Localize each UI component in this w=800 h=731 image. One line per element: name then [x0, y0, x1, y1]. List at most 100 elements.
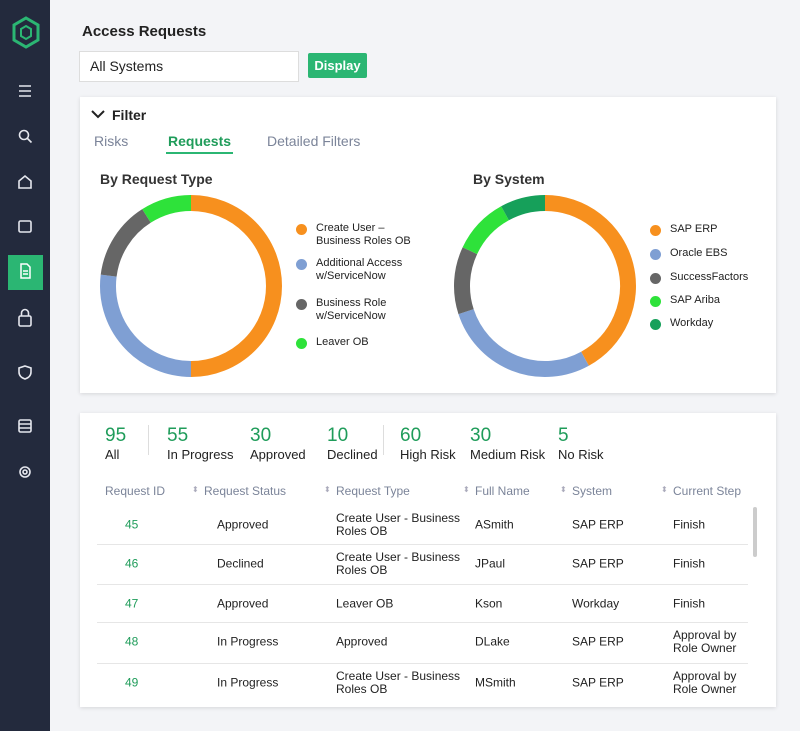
stat-label: Approved: [250, 447, 306, 462]
sidebar-icons: [8, 16, 43, 478]
donut-segment: [501, 195, 546, 221]
logo[interactable]: [12, 16, 40, 49]
cell: In Progress: [217, 675, 279, 690]
request-id[interactable]: 47: [125, 596, 139, 611]
legend-dot: [650, 273, 661, 284]
cell: Finish: [673, 517, 706, 532]
cell: ASmith: [475, 517, 514, 532]
sort-icon[interactable]: ⬍: [463, 485, 470, 494]
chart-title: By System: [473, 171, 545, 187]
stat-label: No Risk: [558, 447, 604, 462]
inbox-icon[interactable]: [18, 220, 32, 233]
row-divider: [97, 584, 748, 585]
requests-card: [80, 413, 776, 707]
cell: Approval by Role Owner: [673, 669, 737, 696]
chart-title: By Request Type: [100, 171, 213, 187]
filter-title: Filter: [112, 107, 147, 123]
cell: JPaul: [475, 556, 506, 571]
donut-segment: [458, 308, 589, 377]
donut: [454, 195, 636, 377]
request-id[interactable]: 45: [125, 517, 139, 532]
cell: In Progress: [217, 634, 279, 649]
legend-label: SAP Ariba: [670, 294, 720, 306]
legend-label: Workday: [670, 317, 714, 329]
home-icon[interactable]: [18, 174, 32, 189]
donut-segment: [454, 247, 478, 315]
system-select[interactable]: All Systems: [79, 51, 299, 82]
stat-value: 30: [250, 425, 272, 446]
column-header[interactable]: Full Name: [475, 484, 530, 498]
legend-dot: [296, 338, 307, 349]
cell: Create User - Business Roles OB: [336, 669, 461, 696]
stat-label: Medium Risk: [470, 447, 546, 462]
legend-label: Oracle EBS: [670, 247, 728, 259]
shield-icon[interactable]: [18, 365, 32, 380]
donut: [100, 195, 282, 377]
sidebar: [0, 0, 50, 731]
cell: SAP ERP: [572, 517, 624, 532]
legend-dot: [650, 249, 661, 260]
divider: [148, 425, 149, 455]
cell: Finish: [673, 556, 706, 571]
sort-icon[interactable]: ⬍: [661, 485, 668, 494]
legend-dot: [296, 259, 307, 270]
search-icon[interactable]: [18, 129, 30, 141]
legend-label: Create User – Business Roles OB: [316, 222, 411, 247]
column-header[interactable]: Current Step: [673, 484, 742, 498]
column-header[interactable]: Request Type: [336, 484, 410, 498]
donut-segment: [190, 195, 282, 377]
cell: SAP ERP: [572, 634, 624, 649]
cell: DLake: [475, 634, 510, 649]
cell: MSmith: [475, 675, 516, 690]
stat-value: 10: [327, 425, 349, 446]
column-header[interactable]: Request Status: [204, 484, 287, 498]
donut-segment: [544, 195, 636, 366]
stat-value: 55: [167, 425, 189, 446]
request-id[interactable]: 46: [125, 556, 139, 571]
tab[interactable]: Risks: [94, 133, 129, 149]
legend-dot: [650, 225, 661, 236]
legend-label: Leaver OB: [316, 336, 369, 348]
cell: Approved: [217, 596, 269, 611]
list-icon[interactable]: [18, 419, 32, 433]
cell: Approved: [336, 634, 388, 649]
doc-icon: [20, 263, 31, 279]
page-title: Access Requests: [82, 23, 207, 40]
display-button[interactable]: Display: [308, 53, 367, 78]
scrollbar[interactable]: [753, 507, 757, 557]
cell: Kson: [475, 596, 503, 611]
sort-icon[interactable]: ⬍: [324, 485, 331, 494]
cell: Create User - Business Roles OB: [336, 550, 461, 577]
settings-icon[interactable]: [19, 466, 31, 478]
cell: SAP ERP: [572, 556, 624, 571]
stat-label: All: [105, 447, 120, 462]
chevron[interactable]: [90, 108, 106, 122]
lock-icon[interactable]: [18, 315, 32, 327]
request-id[interactable]: 48: [125, 634, 139, 649]
active-nav[interactable]: [8, 255, 43, 290]
legend-dot: [296, 299, 307, 310]
stat-label: In Progress: [167, 447, 234, 462]
stat-value: 30: [470, 425, 492, 446]
stat-label: Declined: [327, 447, 378, 462]
row-divider: [97, 663, 748, 664]
menu-icon[interactable]: [19, 85, 31, 97]
cell: Finish: [673, 596, 706, 611]
donut-segment: [100, 209, 152, 277]
sort-icon[interactable]: ⬍: [560, 485, 567, 494]
request-id[interactable]: 49: [125, 675, 139, 690]
sort-icon[interactable]: ⬍: [192, 485, 199, 494]
legend-label: Business Role w/ServiceNow: [316, 297, 387, 322]
column-header[interactable]: System: [572, 484, 613, 498]
filter-card: [80, 97, 776, 393]
cell: Approved: [217, 517, 269, 532]
legend-label: Additional Access w/ServiceNow: [316, 257, 403, 282]
tab[interactable]: Detailed Filters: [267, 133, 361, 149]
tab-active[interactable]: Requests: [166, 133, 234, 154]
cell: Create User - Business Roles OB: [336, 511, 461, 538]
cell: Declined: [217, 556, 264, 571]
legend-dot: [296, 224, 307, 235]
stat-label: High Risk: [400, 447, 456, 462]
column-header[interactable]: Request ID: [105, 484, 166, 498]
